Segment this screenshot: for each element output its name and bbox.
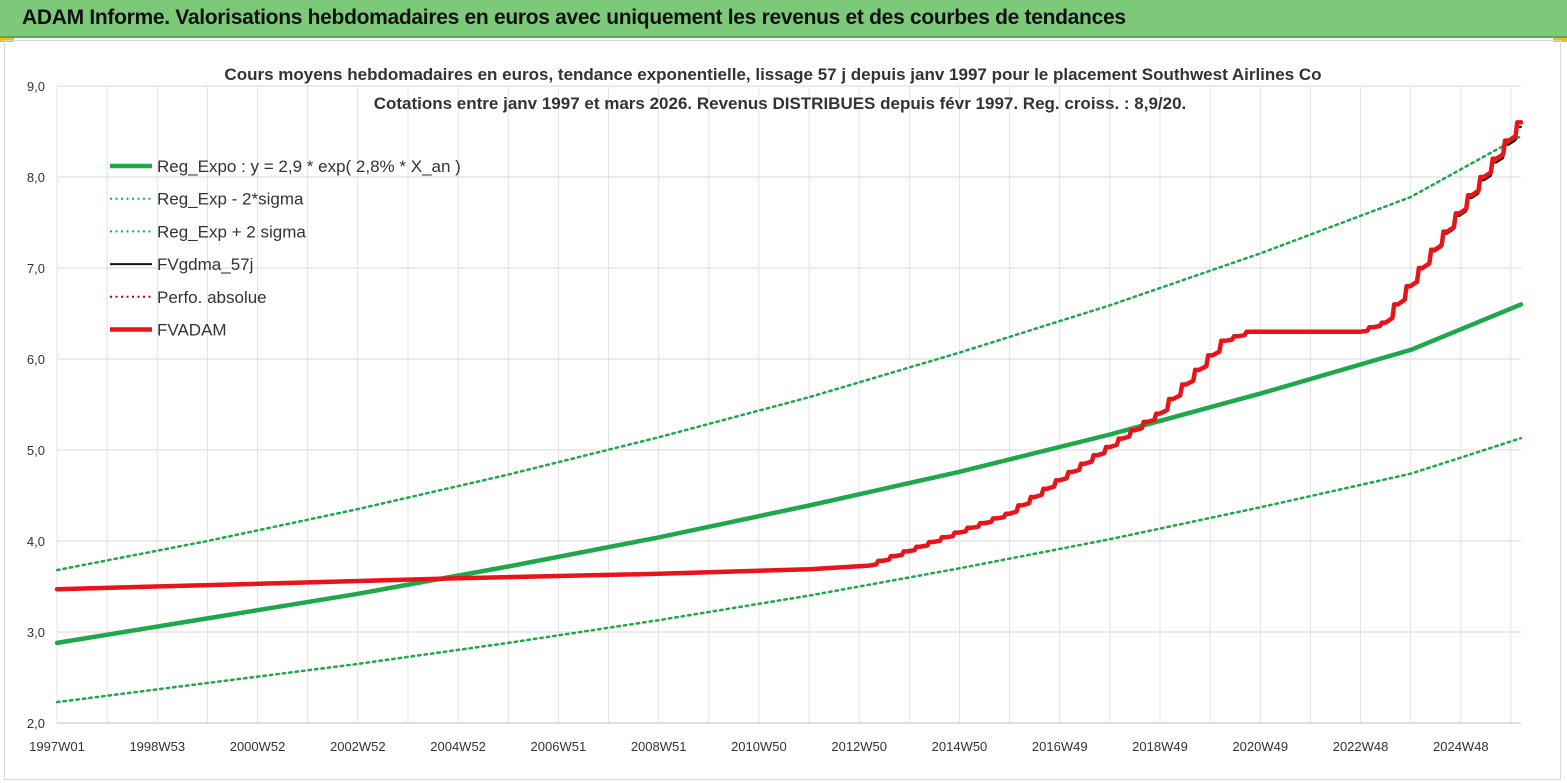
x-tick-label: 2020W49 xyxy=(1232,739,1288,754)
x-tick-label: 2014W50 xyxy=(932,739,988,754)
series-line-2 xyxy=(55,134,1523,572)
y-tick-label: 4,0 xyxy=(27,534,45,549)
report-title: ADAM Informe. Valorisations hebdomadaire… xyxy=(22,6,1126,29)
x-axis-ticks: 1997W01 1998W53 2000W52 2002W52 2004W52 2006W… xyxy=(29,739,1488,754)
x-tick-label: 1998W53 xyxy=(129,739,185,754)
x-tick-label: 2000W52 xyxy=(230,739,286,754)
y-tick-label: 9,0 xyxy=(27,79,45,94)
chart-title: Cours moyens hebdomadaires en euros, ten… xyxy=(224,65,1321,84)
legend-label: Reg_Exp + 2 sigma xyxy=(157,222,306,241)
x-tick-label: 2018W49 xyxy=(1132,739,1188,754)
series-line-0 xyxy=(54,302,1524,646)
x-tick-label: 2008W51 xyxy=(631,739,687,754)
x-tick-label: 2002W52 xyxy=(330,739,386,754)
legend-label: FVgdma_57j xyxy=(157,255,253,274)
series-lines xyxy=(54,120,1524,704)
report-banner: ADAM Informe. Valorisations hebdomadaire… xyxy=(0,0,1567,38)
legend-label: Perfo. absolue xyxy=(157,288,267,307)
x-tick-label: 2016W49 xyxy=(1032,739,1088,754)
legend: Reg_Expo : y = 2,9 * exp( 2,8% * X_an ) R… xyxy=(110,157,461,340)
grid-lines xyxy=(56,85,1521,724)
x-tick-label: 2012W50 xyxy=(831,739,887,754)
chart-frame xyxy=(4,40,1561,780)
x-tick-label: 1997W01 xyxy=(29,739,85,754)
y-tick-label: 5,0 xyxy=(27,443,45,458)
y-tick-label: 2,0 xyxy=(27,716,45,731)
series-line-5 xyxy=(54,120,1524,592)
legend-label: Reg_Expo : y = 2,9 * exp( 2,8% * X_an ) xyxy=(157,157,461,176)
x-tick-label: 2006W51 xyxy=(531,739,587,754)
x-tick-label: 2024W48 xyxy=(1433,739,1489,754)
y-tick-label: 8,0 xyxy=(27,170,45,185)
series-line-1 xyxy=(55,436,1523,704)
y-axis-ticks: 2,0 3,0 4,0 5,0 6,0 7,0 8,0 9,0 xyxy=(27,79,45,731)
legend-label: Reg_Exp - 2*sigma xyxy=(157,190,304,209)
chart-subtitle: Cotations entre janv 1997 et mars 2026. … xyxy=(374,94,1187,113)
y-tick-label: 7,0 xyxy=(27,261,45,276)
legend-label: FVADAM xyxy=(157,321,227,340)
x-tick-label: 2004W52 xyxy=(430,739,486,754)
x-tick-label: 2010W50 xyxy=(731,739,787,754)
y-tick-label: 3,0 xyxy=(27,625,45,640)
x-tick-label: 2022W48 xyxy=(1333,739,1389,754)
y-tick-label: 6,0 xyxy=(27,352,45,367)
